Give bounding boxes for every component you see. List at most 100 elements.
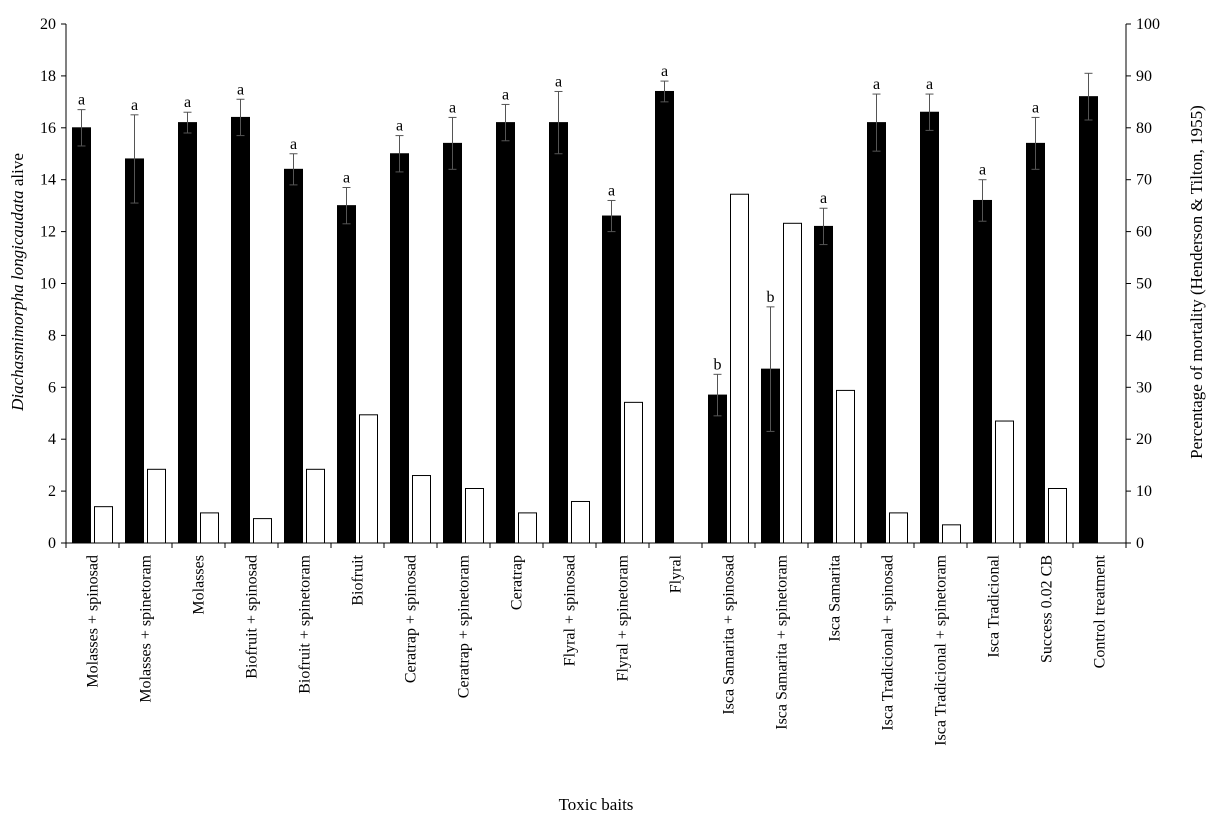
- category-label: Molasses: [191, 555, 208, 615]
- y2-tick-label: 80: [1136, 120, 1152, 137]
- y-axis-title-italic: Diachasmimorpha longicaudata: [8, 190, 27, 412]
- bar-mortality: [836, 389, 855, 544]
- y2-tick-label: 100: [1136, 16, 1160, 33]
- bar-alive: [390, 153, 409, 544]
- bar-mortality: [942, 524, 961, 544]
- category-label: Isca Samarita: [827, 555, 844, 642]
- y2-tick-label: 10: [1136, 483, 1152, 500]
- bar-mortality: [412, 475, 431, 544]
- bar-alive: [655, 90, 674, 544]
- y2-tick-label: 70: [1136, 172, 1152, 189]
- x-axis-title: Toxic baits: [559, 795, 634, 814]
- bar-alive: [867, 122, 886, 544]
- category-label: Isca Tradicional: [986, 554, 1003, 657]
- category-label: Ceratrap + spinosad: [403, 555, 420, 683]
- y-tick-label: 6: [48, 379, 56, 396]
- bar-alive: [602, 215, 621, 544]
- category-label: Ceratrap: [509, 555, 526, 610]
- category-label: Isca Tradicional + spinosad: [880, 555, 897, 731]
- category-label: Biofruit: [350, 554, 367, 605]
- category-label: Biofruit + spinosad: [244, 555, 261, 679]
- y-tick-label: 20: [40, 16, 56, 33]
- bar-alive: [496, 122, 515, 544]
- significance-letter: a: [78, 92, 85, 109]
- y2-axis-title: Percentage of mortality (Henderson & Til…: [1187, 105, 1206, 459]
- bar-alive: [973, 199, 992, 544]
- significance-letter: a: [502, 86, 509, 103]
- category-label: Molasses + spinosad: [85, 555, 102, 688]
- bar-alive: [920, 111, 939, 544]
- bar-alive: [337, 205, 356, 544]
- y-tick-label: 8: [48, 327, 56, 344]
- significance-letter: a: [343, 169, 350, 186]
- significance-letter: a: [555, 73, 562, 90]
- y-axis-title-rest: alive: [8, 153, 27, 190]
- bar-mortality: [624, 401, 643, 544]
- bar-alive: [284, 168, 303, 544]
- bar-mortality: [147, 468, 166, 544]
- bar-alive: [178, 122, 197, 544]
- category-label: Biofruit + spinetoram: [297, 554, 314, 693]
- y2-tick-label: 50: [1136, 276, 1152, 293]
- bar-mortality: [200, 512, 219, 544]
- bar-mortality: [1048, 488, 1067, 544]
- category-label: Isca Samarita + spinetoram: [774, 554, 791, 729]
- significance-letter: a: [608, 182, 615, 199]
- bar-alive: [549, 122, 568, 544]
- significance-letter: a: [926, 76, 933, 93]
- bar-mortality: [253, 518, 272, 544]
- significance-letter: a: [449, 99, 456, 116]
- y2-tick-label: 40: [1136, 327, 1152, 344]
- y-tick-label: 14: [40, 172, 56, 189]
- category-label: Ceratrap + spinetoram: [456, 554, 473, 698]
- y2-tick-label: 90: [1136, 68, 1152, 85]
- significance-letter: a: [184, 94, 191, 111]
- category-label: Flyral: [668, 554, 685, 593]
- category-label: Success 0.02 CB: [1039, 555, 1056, 663]
- bars: [72, 72, 1098, 544]
- bar-mortality: [571, 500, 590, 544]
- bar-alive: [72, 127, 91, 544]
- y2-tick-label: 0: [1136, 535, 1144, 552]
- bar-mortality: [995, 420, 1014, 544]
- category-label: Isca Tradicional + spinetoram: [933, 554, 950, 745]
- significance-letter: a: [131, 97, 138, 114]
- bar-alive: [1026, 142, 1045, 544]
- bar-mortality: [518, 512, 537, 544]
- bar-mortality: [465, 488, 484, 544]
- category-label: Flyral + spinetoram: [615, 554, 632, 681]
- bar-mortality: [730, 193, 749, 544]
- bar-mortality: [94, 506, 113, 544]
- y-tick-label: 12: [40, 224, 56, 241]
- bar-alive: [1079, 96, 1098, 544]
- category-label: Isca Samarita + spinosad: [721, 555, 738, 715]
- bar-mortality: [783, 222, 802, 544]
- bar-mortality: [359, 414, 378, 544]
- labels: a Molasses + spinosad a Molasses + spinetor…: [78, 63, 1109, 746]
- y2-tick-label: 60: [1136, 224, 1152, 241]
- significance-letter: b: [767, 289, 775, 306]
- significance-letter: a: [820, 190, 827, 207]
- y2-tick-label: 20: [1136, 431, 1152, 448]
- bar-alive: [708, 394, 727, 544]
- category-label: Flyral + spinosad: [562, 555, 579, 666]
- bar-alive: [125, 158, 144, 544]
- bar-alive: [231, 116, 250, 544]
- y-tick-label: 0: [48, 535, 56, 552]
- y-tick-label: 10: [40, 276, 56, 293]
- significance-letter: a: [396, 118, 403, 135]
- significance-letter: a: [290, 136, 297, 153]
- y-tick-label: 18: [40, 68, 56, 85]
- y-tick-label: 16: [40, 120, 56, 137]
- category-label: Molasses + spinetoram: [138, 554, 155, 702]
- significance-letter: a: [237, 81, 244, 98]
- bar-alive: [814, 225, 833, 544]
- category-label: Control treatment: [1092, 554, 1109, 668]
- bar-mortality: [306, 468, 325, 544]
- bar-mortality: [889, 512, 908, 544]
- significance-letter: b: [714, 356, 722, 373]
- bar-alive: [443, 142, 462, 544]
- significance-letter: a: [661, 63, 668, 80]
- significance-letter: a: [873, 76, 880, 93]
